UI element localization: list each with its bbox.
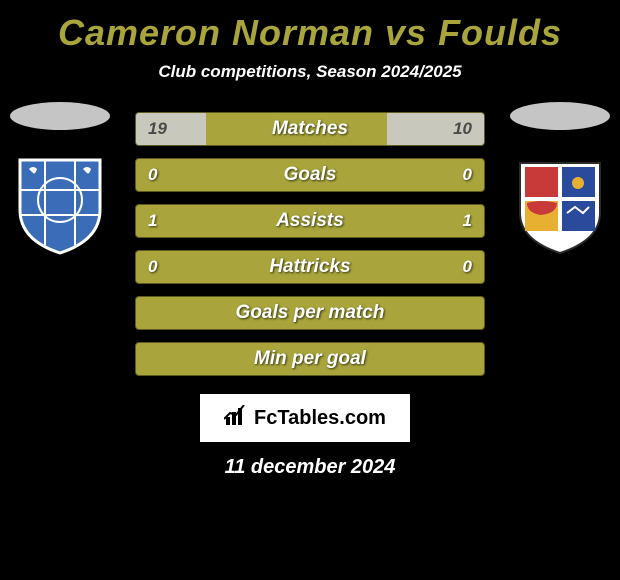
stat-value-left: 19 — [148, 119, 167, 139]
stat-label: Hattricks — [269, 256, 350, 278]
stat-value-right: 0 — [463, 165, 472, 185]
stat-value-right: 1 — [463, 211, 472, 231]
chart-icon — [224, 405, 248, 431]
left-club-crest — [10, 150, 110, 260]
stats-column: 19 Matches 10 0 Goals 0 1 Assists 1 0 Ha… — [135, 112, 485, 388]
right-club-crest — [510, 150, 610, 260]
stat-value-left: 1 — [148, 211, 157, 231]
date-label: 11 december 2024 — [0, 456, 620, 479]
left-player-avatar-placeholder — [10, 102, 110, 130]
stat-value-right: 10 — [453, 119, 472, 139]
stat-fill-left — [136, 113, 206, 145]
stat-row-goals: 0 Goals 0 — [135, 158, 485, 192]
stat-label: Matches — [272, 118, 348, 140]
page-title: Cameron Norman vs Foulds — [0, 0, 620, 54]
stat-row-min-per-goal: Min per goal — [135, 342, 485, 376]
stat-row-assists: 1 Assists 1 — [135, 204, 485, 238]
stat-label: Min per goal — [254, 348, 366, 370]
stat-row-matches: 19 Matches 10 — [135, 112, 485, 146]
right-player-panel — [510, 102, 610, 260]
page-subtitle: Club competitions, Season 2024/2025 — [0, 62, 620, 82]
stat-label: Goals per match — [236, 302, 385, 324]
branding-badge[interactable]: FcTables.com — [200, 394, 410, 442]
stat-row-hattricks: 0 Hattricks 0 — [135, 250, 485, 284]
stat-row-goals-per-match: Goals per match — [135, 296, 485, 330]
shield-icon — [515, 155, 605, 255]
stat-value-right: 0 — [463, 257, 472, 277]
right-player-avatar-placeholder — [510, 102, 610, 130]
left-player-panel — [10, 102, 110, 260]
stat-label: Goals — [284, 164, 337, 186]
branding-text: FcTables.com — [254, 407, 386, 430]
stat-value-left: 0 — [148, 257, 157, 277]
shield-icon — [15, 155, 105, 255]
stat-label: Assists — [276, 210, 344, 232]
stat-value-left: 0 — [148, 165, 157, 185]
